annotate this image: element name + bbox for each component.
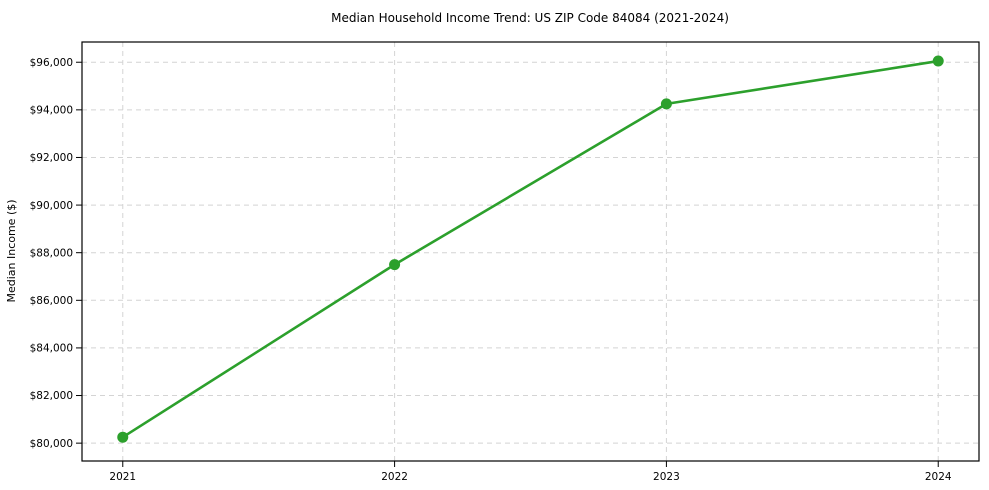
x-tick-label: 2021 [109, 471, 136, 483]
chart-title: Median Household Income Trend: US ZIP Co… [331, 11, 729, 25]
y-tick-label: $82,000 [30, 390, 73, 402]
y-tick-label: $94,000 [30, 105, 73, 117]
y-tick-label: $96,000 [30, 57, 73, 69]
gridlines [82, 42, 979, 461]
trend-line [121, 59, 940, 439]
y-tick-label: $84,000 [30, 343, 73, 355]
y-tick-label: $86,000 [30, 295, 73, 307]
data-point-marker [932, 55, 944, 67]
y-tick-label: $90,000 [30, 200, 73, 212]
data-point-marker [117, 431, 129, 443]
data-point-marker [389, 259, 401, 271]
y-tick-label: $88,000 [30, 247, 73, 259]
data-point-marker [660, 98, 672, 110]
x-tick-label: 2022 [381, 471, 408, 483]
y-tick-label: $92,000 [30, 152, 73, 164]
plot-border [81, 41, 980, 462]
y-axis-label: Median Income ($) [5, 199, 18, 302]
y-tick-label: $80,000 [30, 438, 73, 450]
income-line-series [117, 55, 944, 443]
x-tick-label: 2024 [925, 471, 952, 483]
axes: $80,000 $82,000 $84,000 $86,000 $88,000 $90,0… [30, 41, 980, 483]
x-tick-label: 2023 [653, 471, 680, 483]
